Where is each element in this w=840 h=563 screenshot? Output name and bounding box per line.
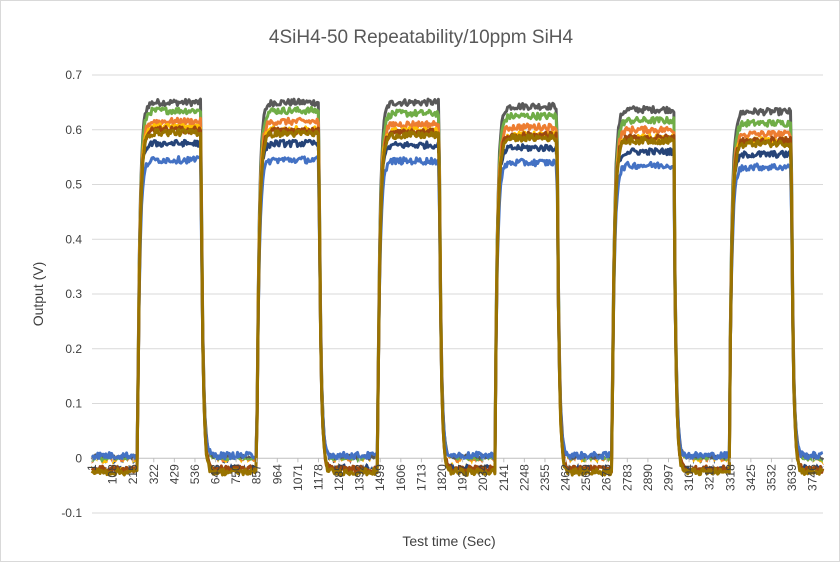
x-tick-label: 643: [209, 464, 223, 484]
x-tick-label: 2783: [620, 464, 634, 491]
x-tick-label: 2997: [661, 464, 675, 491]
x-tick-label: 429: [167, 464, 181, 484]
y-tick-label: 0.3: [65, 287, 82, 301]
x-tick-label: 108: [106, 464, 120, 484]
x-tick-label: 1606: [394, 464, 408, 491]
y-axis-label: Output (V): [30, 262, 46, 327]
x-tick-label: 857: [250, 464, 264, 484]
x-tick-label: 3532: [764, 464, 778, 491]
x-tick-label: 1071: [291, 464, 305, 491]
x-tick-label: 3318: [723, 464, 737, 491]
x-tick-label: 2355: [538, 464, 552, 491]
x-tick-label: 1499: [373, 464, 387, 491]
y-tick-label: 0.6: [65, 123, 82, 137]
x-tick-label: 2034: [476, 464, 490, 491]
x-tick-label: 2569: [579, 464, 593, 491]
x-tick-label: 3211: [703, 464, 717, 490]
x-tick-label: 215: [126, 464, 140, 484]
x-tick-label: 1927: [456, 464, 470, 491]
x-tick-label: 1285: [332, 464, 346, 491]
x-tick-label: 322: [147, 464, 161, 484]
y-tick-label: 0.7: [65, 68, 82, 82]
chart-title: 4SiH4-50 Repeatability/10ppm SiH4: [269, 27, 574, 48]
x-tick-label: 2248: [517, 464, 531, 491]
x-tick-label: 1: [85, 464, 99, 471]
y-axis-ticks: -0.1 0 0.1 0.2 0.3 0.4 0.5 0.6 0.7: [61, 68, 82, 520]
series-line-6: [90, 146, 824, 469]
x-tick-label: 536: [188, 464, 202, 484]
series-line-9: [90, 127, 825, 477]
x-tick-label: 3425: [744, 464, 758, 491]
y-tick-label: 0.4: [65, 232, 82, 246]
y-tick-label: 0.5: [65, 178, 82, 192]
series-line-7: [90, 155, 824, 461]
x-tick-label: 750: [229, 464, 243, 484]
x-tick-label: 3104: [682, 464, 696, 491]
x-tick-label: 3639: [785, 464, 799, 491]
x-axis-label: Test time (Sec): [402, 533, 495, 549]
x-tick-label: 964: [270, 464, 284, 484]
x-tick-label: 3746: [806, 464, 820, 491]
series-group: [90, 97, 825, 477]
x-tick-label: 1820: [435, 464, 449, 491]
y-tick-label: 0.1: [65, 397, 82, 411]
y-tick-label: -0.1: [61, 506, 82, 520]
x-tick-label: 1178: [311, 464, 325, 490]
x-axis-ticks: 1 108 215 322 429 536 643 750 857 964 1071 1178 1285…: [85, 458, 820, 491]
y-tick-label: 0: [75, 451, 82, 465]
x-tick-label: 2462: [559, 464, 573, 491]
x-tick-label: 2676: [600, 464, 614, 491]
x-tick-label: 1713: [414, 464, 428, 491]
y-tick-label: 0.2: [65, 342, 82, 356]
x-tick-label: 2890: [641, 464, 655, 491]
x-tick-label: 1392: [353, 464, 367, 491]
x-tick-label: 2141: [497, 464, 511, 491]
